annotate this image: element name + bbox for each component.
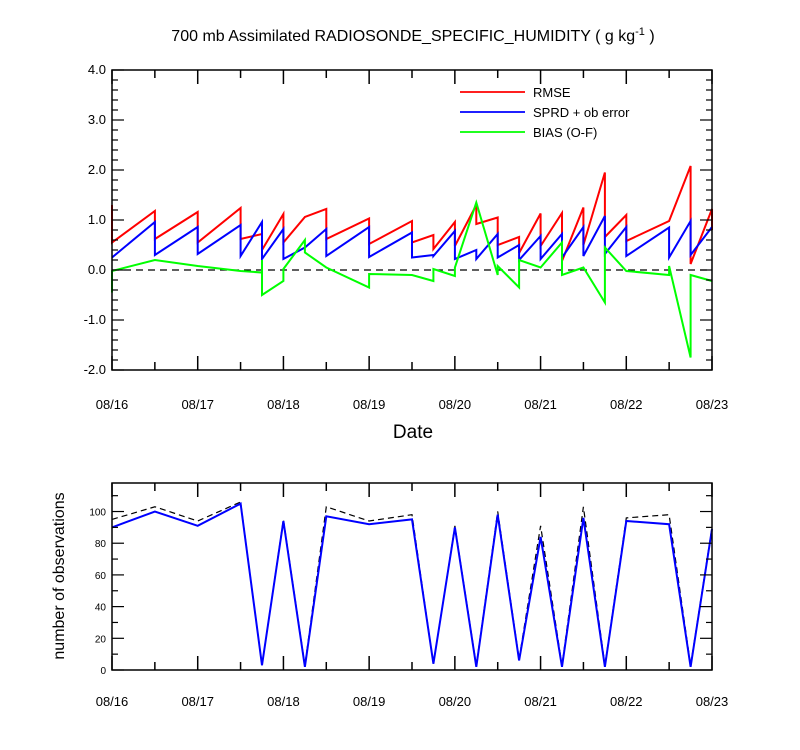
x-tick-label: 08/20 — [439, 694, 472, 709]
legend: RMSE SPRD + ob error BIAS (O-F) — [460, 85, 630, 140]
y-tick-label: 60 — [95, 571, 107, 582]
series-line-used — [111, 502, 713, 667]
legend-label-rmse: RMSE — [533, 85, 571, 100]
x-tick-label: 08/23 — [696, 397, 729, 412]
top-ticks-layer: 08/16 08/17 08/18 08/19 08/20 08/21 08/22 08/23… — [84, 62, 729, 412]
x-tick-label: 08/21 — [524, 694, 557, 709]
y-tick-label: 80 — [95, 539, 107, 550]
series-line-possible — [111, 501, 713, 666]
series-line-bias-o-f — [111, 199, 713, 358]
top-series-layer — [111, 165, 713, 358]
y-tick-label: -1.0 — [84, 312, 106, 327]
y-tick-label: 0 — [100, 666, 106, 677]
x-tick-label: 08/22 — [610, 694, 643, 709]
y-tick-label: 100 — [89, 508, 106, 519]
x-tick-label: 08/22 — [610, 397, 643, 412]
y-tick-label: 3.0 — [88, 112, 106, 127]
legend-label-sprd: SPRD + ob error — [533, 105, 630, 120]
bottom-ticks-layer: 08/16 08/17 08/18 08/19 08/20 08/21 08/22 08/23… — [89, 483, 728, 709]
top-chart: 700 mb Assimilated RADIOSONDE_SPECIFIC_H… — [84, 26, 729, 443]
y-tick-label: 40 — [95, 603, 107, 614]
x-tick-label: 08/20 — [439, 397, 472, 412]
x-tick-label: 08/17 — [181, 397, 214, 412]
bottom-plot-frame — [111, 482, 713, 671]
y-tick-label: 2.0 — [88, 162, 106, 177]
x-axis-label: Date — [393, 422, 433, 443]
y-tick-label: 1.0 — [88, 212, 106, 227]
y-tick-label: 0.0 — [88, 262, 106, 277]
y-tick-label: 20 — [95, 634, 107, 645]
y-tick-label: 4.0 — [88, 62, 106, 77]
x-tick-label: 08/16 — [96, 397, 129, 412]
x-tick-label: 08/19 — [353, 694, 386, 709]
y-tick-label: -2.0 — [84, 362, 106, 377]
x-tick-label: 08/17 — [181, 694, 214, 709]
bottom-series-layer — [111, 501, 713, 667]
x-tick-label: 08/21 — [524, 397, 557, 412]
y-axis-label: number of observations — [51, 492, 68, 659]
x-tick-label: 08/18 — [267, 397, 300, 412]
x-tick-label: 08/23 — [696, 694, 729, 709]
bottom-chart: 08/16 08/17 08/18 08/19 08/20 08/21 08/22 08/23… — [51, 482, 728, 709]
x-tick-label: 08/18 — [267, 694, 300, 709]
x-tick-label: 08/19 — [353, 397, 386, 412]
x-tick-label: 08/16 — [96, 694, 129, 709]
legend-label-bias: BIAS (O-F) — [533, 125, 597, 140]
chart-title: 700 mb Assimilated RADIOSONDE_SPECIFIC_H… — [171, 26, 654, 45]
